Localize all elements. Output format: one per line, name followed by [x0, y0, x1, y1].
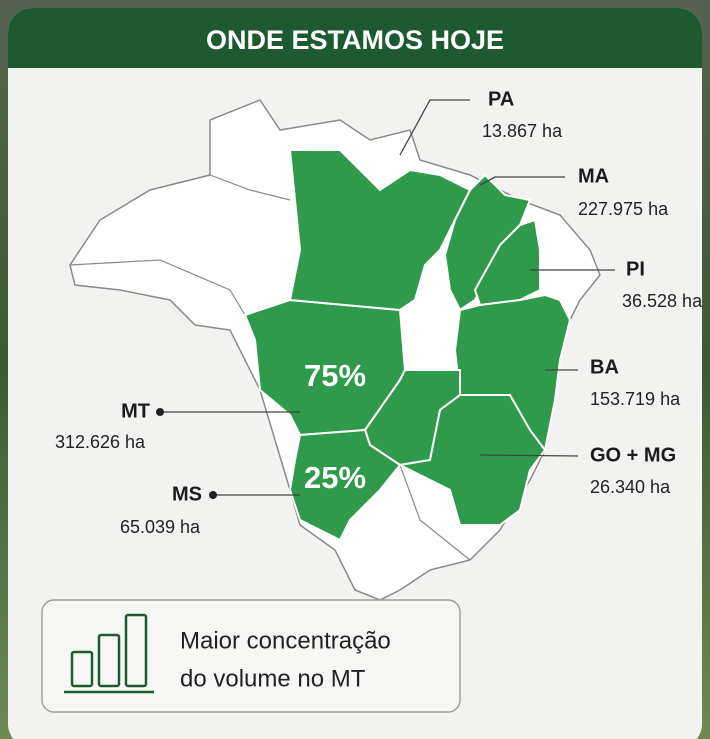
region-area: 36.528 ha [622, 291, 703, 311]
region-name: PI [626, 258, 645, 280]
region-area: 65.039 ha [120, 517, 201, 537]
infographic: ONDE ESTAMOS HOJE PA 13.867 ha MA 227.97… [0, 0, 710, 739]
footer-line: do volume no MT [180, 665, 366, 692]
leader-dot [209, 491, 217, 499]
title: ONDE ESTAMOS HOJE [206, 25, 504, 55]
region-area: 227.975 ha [578, 199, 669, 219]
region-name: GO + MG [590, 444, 676, 466]
region-name: MT [121, 400, 150, 422]
region-name: MS [172, 483, 202, 505]
share-label: 75% [304, 358, 366, 393]
leader-dot [156, 408, 164, 416]
region-name: BA [590, 356, 619, 378]
region-area: 153.719 ha [590, 389, 681, 409]
footer-line: Maior concentração [180, 627, 391, 654]
region-area: 312.626 ha [55, 432, 146, 452]
region-area: 26.340 ha [590, 477, 671, 497]
share-label: 25% [304, 460, 366, 495]
region-name: PA [488, 88, 514, 110]
region-name: MA [578, 165, 609, 187]
footer-box [42, 600, 460, 712]
region-area: 13.867 ha [482, 121, 563, 141]
